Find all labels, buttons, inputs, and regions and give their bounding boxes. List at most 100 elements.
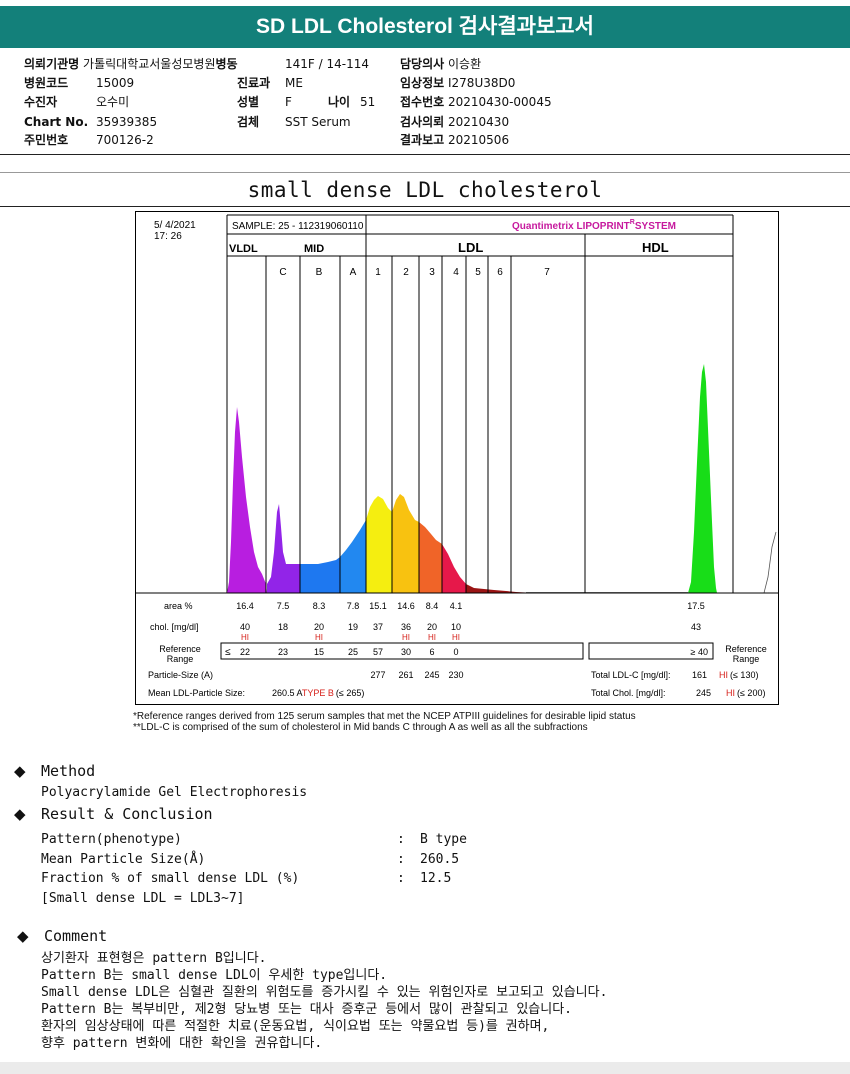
chol-label: chol. [mg/dl] [150,622,199,632]
particle-label: Particle-Size (A) [148,670,213,680]
chart-brand: Quantimetrix LIPOPRINTRSYSTEM [512,219,676,232]
clinical-info-value: I278U38D0 [448,76,516,90]
result-note: [Small dense LDL = LDL3~7] [41,891,245,906]
hi-flag-b: HI [315,633,323,642]
ref-prefix: ≤ [225,647,231,658]
hdl-ref: ≥ 40 [691,647,708,657]
lipoprint-chart: 5/ 4/2021 17: 26 SAMPLE: 25 - 1123190601… [135,211,779,705]
result-value-mean-size: 260.5 [420,852,460,867]
band-label-2: 2 [403,267,409,278]
chart-date: 5/ 4/2021 [154,220,196,231]
ref-value-b: 15 [314,647,324,657]
result-label-mean-size: Mean Particle Size(Å) [41,852,206,867]
comment-title: Comment [44,927,108,945]
hospital-code-label: 병원코드 [24,76,69,90]
method-text: Polyacrylamide Gel Electrophoresis [41,785,308,800]
chart-sample: SAMPLE: 25 - 112319060110 [232,221,364,232]
hi-flag-3: HI [428,633,436,642]
hi-flag-vldl: HI [241,633,249,642]
total-chol-value: 245 [696,688,711,698]
specimen-label: 검체 [237,115,260,129]
divider [0,154,850,155]
hi-flag-4: HI [452,633,460,642]
total-ldlc-label: Total LDL-C [mg/dl]: [591,670,671,680]
total-chol-hi: HI [726,688,735,698]
area-value-vldl: 16.4 [236,601,254,611]
hi-flag-2: HI [402,633,410,642]
total-ldlc-value: 161 [692,670,707,680]
area-value-b: 8.3 [313,601,326,611]
ref-value-3: 6 [429,647,434,657]
patient-value: 오수미 [96,95,130,109]
chart-brand-text: Quantimetrix LIPOPRINT [512,221,630,232]
mean-type: TYPE B [302,688,334,698]
total-chol: Total Chol. [mg/dl]: 245 HI (≤ 200) [591,688,765,698]
result-label-fraction: Fraction % of small dense LDL (%) [41,871,300,886]
chol-value-b: 20 [314,622,324,632]
result-value-fraction: 12.5 [420,871,452,886]
comment-line: Pattern B는 small dense LDL이 우세한 type입니다. [41,968,388,983]
result-colon: : [397,832,405,847]
section-title: small dense LDL cholesterol [247,178,603,202]
mean-line: 260.5 ATYPE B (≤ 265) [272,688,364,698]
band-label-1: 1 [375,267,381,278]
mean-range: (≤ 265) [336,688,364,698]
doctor-value: 이승환 [448,57,482,71]
band-label-6: 6 [497,267,503,278]
band-values: 16.440HI227.518238.320HI157.8192515.1375… [236,601,705,680]
chol-value-c: 18 [278,622,288,632]
department-label: 진료과 [237,76,271,90]
ref-right-2: Range [733,654,760,664]
chart-no-value: 35939385 [96,115,158,129]
band-fill-1 [366,496,392,593]
total-chol-label: Total Chol. [mg/dl]: [591,688,666,698]
band-label-7: 7 [544,267,550,278]
institution-label: 의뢰기관명 [24,57,80,71]
doctor-label: 담당의사 [400,57,445,71]
area-value-4: 4.1 [450,601,463,611]
rrn-value: 700126-2 [96,133,154,147]
band-label-5: 5 [475,267,481,278]
result-value-pattern: B type [420,832,467,847]
band-label-3: 3 [429,267,435,278]
area-label: area % [164,601,193,611]
reception-value: 20210430-00045 [448,95,552,109]
patient-label: 수진자 [24,95,58,109]
area-value-2: 14.6 [397,601,415,611]
chol-value-hdl: 43 [691,622,701,632]
chart-brand-r: R [630,219,635,226]
particle-size-4: 230 [448,670,463,680]
area-value-hdl: 17.5 [687,601,705,611]
hdl-ref-box [588,642,714,660]
bullet-diamond-icon: ◆ [14,805,26,823]
ref-label-1: Reference [159,644,201,654]
total-ldlc-range: (≤ 130) [730,670,758,680]
comment-line: 환자의 임상상태에 따른 적절한 치료(운동요법, 식이요법 또는 약물요법 등… [41,1019,550,1034]
chol-value-1: 37 [373,622,383,632]
hdl-label: HDL [642,240,669,255]
sex-label: 성별 [237,95,260,109]
band-fill-vldl [227,407,267,593]
mean-label: Mean LDL-Particle Size: [148,688,245,698]
density-trace [227,364,777,594]
chol-value-a: 19 [348,622,358,632]
ref-value-4: 0 [453,647,458,657]
ref-value-2: 30 [401,647,411,657]
mid-label: MID [304,243,324,255]
comment-line: 상기환자 표현형은 pattern B입니다. [41,951,267,966]
bottom-strip [0,1062,850,1074]
area-value-3: 8.4 [426,601,439,611]
band-fill-4 [442,544,466,593]
band-label-4: 4 [453,267,459,278]
ldl-label: LDL [458,240,483,255]
particle-size-1: 277 [370,670,385,680]
specimen-value: SST Serum [285,115,351,129]
ward-label: 병동 [215,57,238,71]
chol-value-3: 20 [427,622,437,632]
particle-size-3: 245 [424,670,439,680]
area-value-a: 7.8 [347,601,360,611]
band-fill-hdl [688,364,717,593]
ref-label-2: Range [167,654,194,664]
comment-line: Small dense LDL은 심혈관 질환의 위험도를 증가시킬 수 있는 … [41,985,608,1000]
result-colon: : [397,871,405,886]
